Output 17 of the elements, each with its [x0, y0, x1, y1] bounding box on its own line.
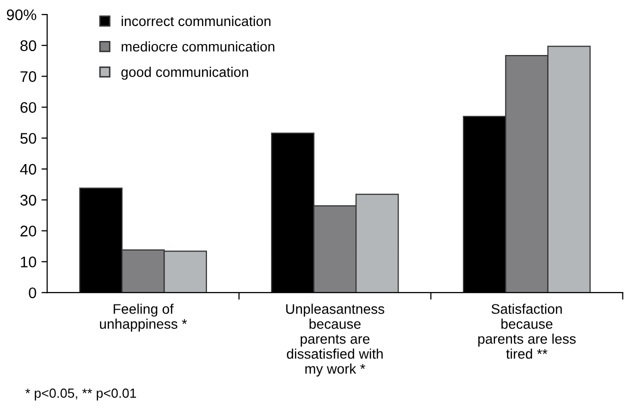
y-tick-label: 30	[20, 194, 36, 206]
y-tick-label: 40	[20, 164, 36, 175]
y-tick-label: 10	[20, 256, 36, 268]
x-tick-label: Satisfaction because parents are less tired **	[478, 304, 576, 359]
y-tick-label: 60	[20, 102, 36, 113]
y-tick-label: 50	[20, 132, 36, 144]
x-tick-label: Unpleasantness because parents are dissatisfied with my work *	[286, 304, 384, 376]
text: * p<0.05, ** p<0.01	[25, 388, 136, 400]
legend-label: good communication	[121, 66, 248, 80]
y-tick-label: 70	[20, 71, 36, 82]
y-tick-label: 0	[28, 287, 36, 298]
legend-label: mediocre communication	[122, 41, 274, 52]
y-tick-label: 20	[20, 226, 36, 236]
x-tick-label: Feeling of unhappiness *	[100, 304, 187, 332]
y-tick-label: 80	[20, 40, 36, 52]
legend-label: incorrect communication	[122, 16, 270, 26]
y-tick-label: 90%	[6, 9, 36, 20]
